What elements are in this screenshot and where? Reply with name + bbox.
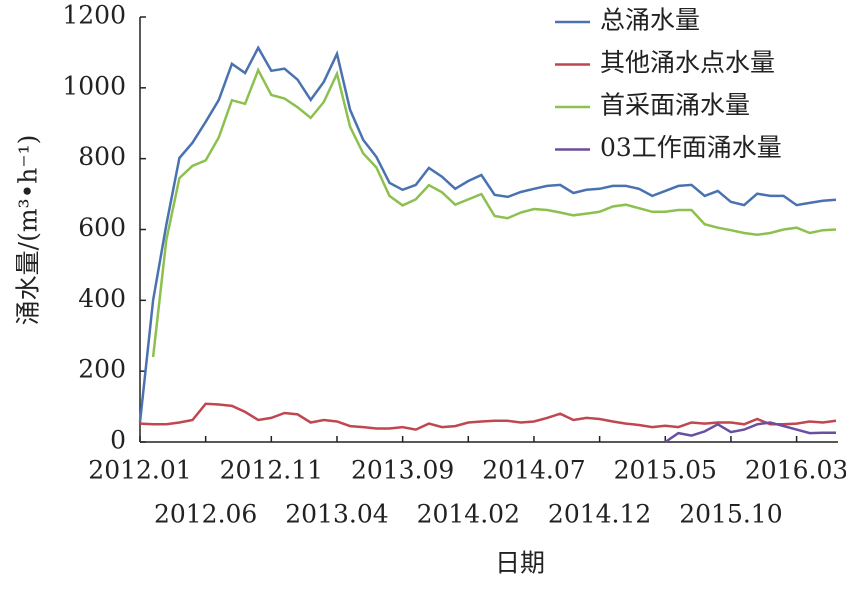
x-tick-label: 2013.04	[285, 500, 388, 529]
y-tick-label: 0	[110, 426, 126, 455]
legend-label: 总涌水量	[600, 6, 700, 35]
x-axis-label: 日期	[495, 549, 545, 578]
x-tick-label: 2014.12	[548, 500, 651, 529]
legend-label: 其他涌水点水量	[600, 48, 775, 77]
y-axis-label: 涌水量/(m³•h⁻¹)	[14, 135, 43, 326]
y-tick-label: 1200	[62, 1, 126, 30]
x-tick-label: 2013.09	[351, 456, 454, 485]
y-tick-label: 1000	[62, 71, 126, 100]
x-tick-label: 2015.05	[614, 456, 717, 485]
series-line	[138, 45, 837, 423]
y-tick-label: 200	[78, 355, 126, 384]
series-line	[664, 421, 836, 444]
y-tick-label: 400	[78, 284, 126, 313]
y-tick-label: 800	[78, 142, 126, 171]
x-tick-label: 2014.02	[417, 500, 520, 529]
series-line	[139, 402, 837, 431]
legend-label: 03工作面涌水量	[600, 133, 782, 162]
x-tick-label: 2014.07	[482, 456, 585, 485]
x-tick-label: 2015.10	[679, 500, 782, 529]
legend-label: 首采面涌水量	[600, 91, 750, 120]
x-tick-label: 2012.01	[88, 456, 191, 485]
y-tick-label: 600	[78, 213, 126, 242]
x-tick-label: 2012.11	[220, 456, 323, 485]
x-tick-label: 2016.03	[745, 456, 846, 485]
x-tick-label: 2012.06	[154, 500, 257, 529]
series-line	[151, 67, 837, 358]
